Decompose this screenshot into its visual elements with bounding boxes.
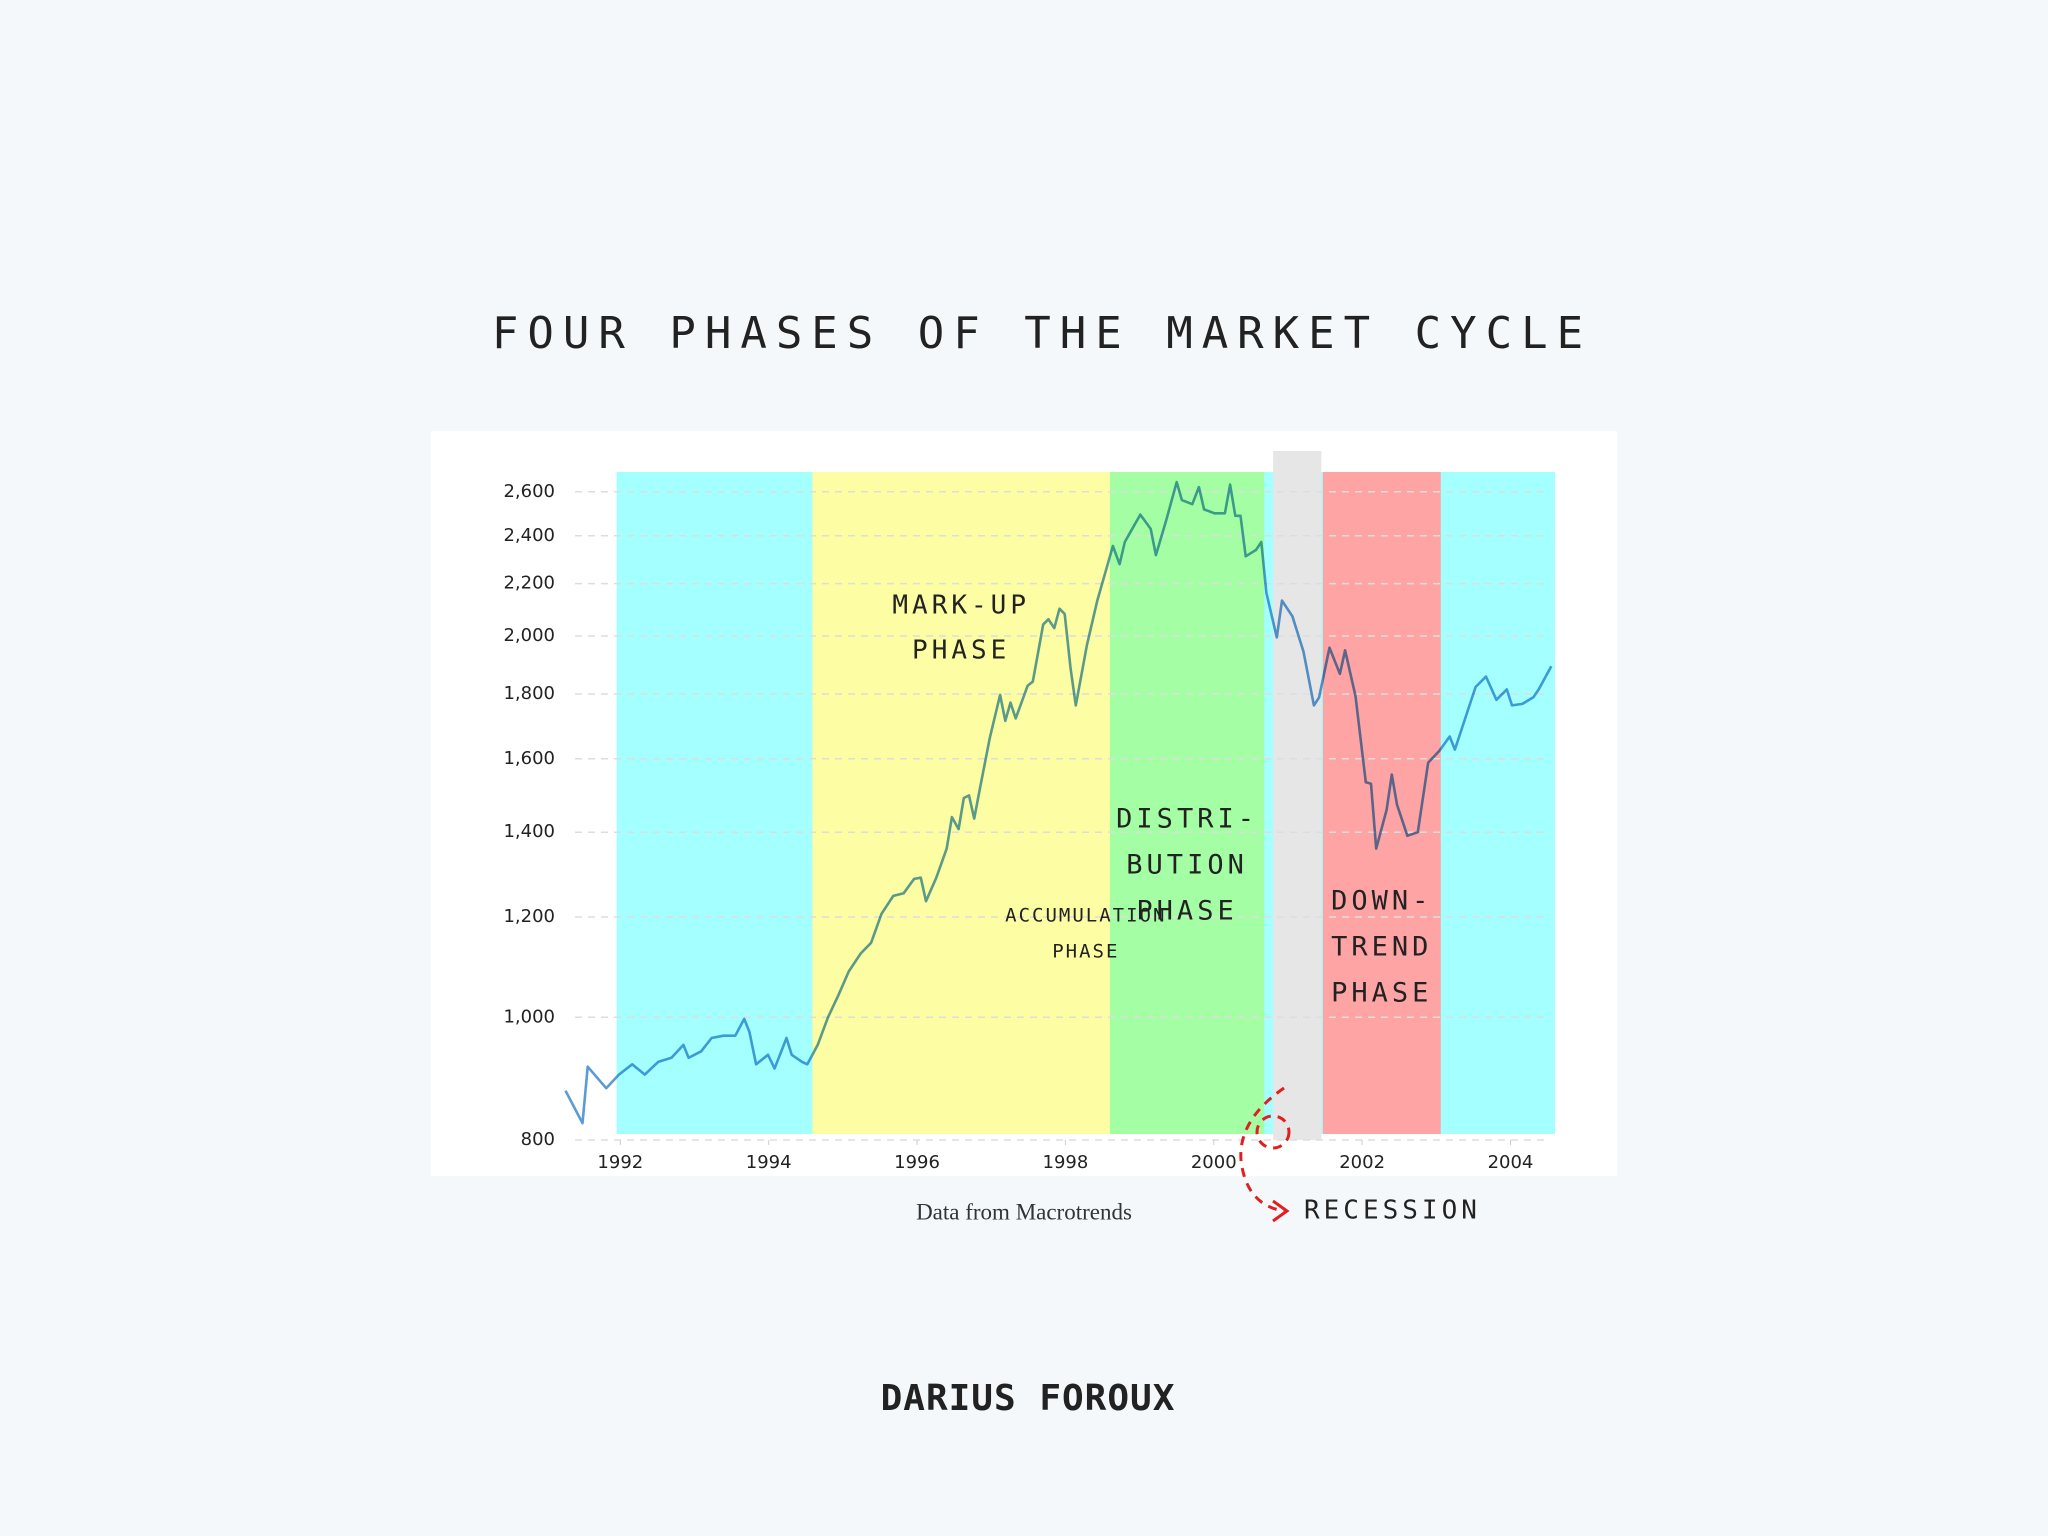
grid (575, 491, 1548, 1145)
phase-label: PHASE (1052, 941, 1119, 963)
x-tick-label: 1992 (597, 1152, 643, 1173)
phase-label: PHASE (1331, 978, 1432, 1009)
recession-band (1273, 451, 1322, 1140)
phase-label: DOWN- (1331, 886, 1432, 917)
y-tick-label: 1,800 (503, 683, 555, 704)
phase-label: PHASE (1136, 896, 1237, 927)
x-tick-label: 2004 (1488, 1152, 1534, 1173)
phase-label: DISTRI- (1116, 804, 1258, 835)
phase-band (812, 472, 1110, 1134)
x-tick-label: 2002 (1339, 1152, 1385, 1173)
phase-band (1109, 472, 1265, 1134)
x-tick-label: 1998 (1043, 1152, 1089, 1173)
recession-curve (1239, 1086, 1285, 1213)
phase-label: MARK-UP (892, 591, 1030, 621)
labels: ACCUMULATIONPHASEMARK-UPPHASEDISTRI-BUTI… (503, 481, 1533, 1226)
price-line (564, 480, 1553, 1125)
x-tick-label: 1996 (894, 1152, 940, 1173)
phase-label: TREND (1331, 932, 1432, 963)
phase-label: ACCUMULATION (1005, 905, 1166, 927)
recession-circle (1255, 1114, 1291, 1150)
y-tick-label: 800 (521, 1129, 555, 1150)
phase-label: PHASE (912, 636, 1010, 666)
y-tick-label: 2,600 (503, 481, 555, 502)
recession-arrow (1239, 1086, 1291, 1223)
phase-label: BUTION (1126, 850, 1248, 881)
recession-label: RECESSION (1304, 1196, 1481, 1226)
signature: DARIUS FOROUX (881, 1378, 1176, 1419)
x-tick-label: 1994 (746, 1152, 792, 1173)
x-tick-label: 2000 (1191, 1152, 1237, 1173)
y-tick-label: 1,000 (503, 1006, 555, 1027)
y-tick-label: 2,200 (503, 573, 555, 594)
y-tick-label: 1,400 (503, 821, 555, 842)
source-note: Data from Macrotrends (916, 1199, 1132, 1224)
y-tick-label: 1,200 (503, 906, 555, 927)
y-tick-label: 2,000 (503, 625, 555, 646)
phase-bands (616, 451, 1555, 1140)
arrow-head (1272, 1199, 1290, 1223)
y-tick-label: 2,400 (503, 525, 555, 546)
chart-title: FOUR PHASES OF THE MARKET CYCLE (492, 308, 1592, 359)
lines (564, 480, 1553, 1125)
y-tick-label: 1,600 (503, 748, 555, 769)
